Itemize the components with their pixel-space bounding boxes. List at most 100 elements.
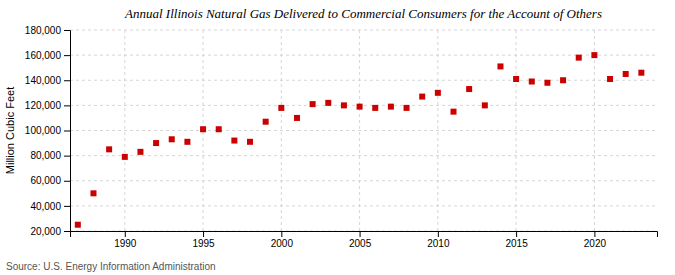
point: [529, 79, 535, 85]
y-tick-mark: [64, 30, 70, 31]
source-note: Source: U.S. Energy Information Administ…: [6, 261, 216, 272]
x-tick: 2005: [349, 231, 372, 249]
y-tick-label: 80,000: [30, 150, 61, 161]
y-tick: 180,000: [25, 25, 70, 36]
point: [263, 119, 269, 125]
point: [231, 138, 237, 144]
y-tick-label: 100,000: [25, 125, 62, 136]
y-tick-mark: [64, 131, 70, 132]
y-tick: 100,000: [25, 125, 70, 136]
point: [216, 126, 222, 132]
x-tick-label: 2000: [271, 238, 294, 249]
point: [153, 140, 159, 146]
y-tick-mark: [64, 231, 70, 232]
point: [90, 190, 96, 196]
point: [576, 55, 582, 61]
point: [451, 109, 457, 115]
point: [75, 222, 81, 228]
y-tick-mark: [64, 181, 70, 182]
x-axis-line: [71, 232, 658, 238]
grid-line-y: [70, 180, 657, 181]
point: [513, 76, 519, 82]
point: [122, 154, 128, 160]
y-tick-mark: [64, 55, 70, 56]
y-axis-title: Million Cubic Feet: [4, 87, 16, 174]
point: [310, 101, 316, 107]
y-tick-label: 140,000: [25, 75, 62, 86]
point: [607, 76, 613, 82]
x-tick-mark: [125, 231, 126, 237]
y-tick-label: 40,000: [30, 201, 61, 212]
y-tick: 80,000: [30, 150, 70, 161]
point: [325, 100, 331, 106]
y-tick-mark: [64, 156, 70, 157]
x-tick-mark: [281, 231, 282, 237]
point: [247, 139, 253, 145]
y-axis-line: [64, 31, 71, 232]
x-tick: 2020: [584, 231, 607, 249]
grid-line-y: [70, 30, 657, 31]
point: [466, 86, 472, 92]
chart: 1990 1995 2000 2005 2010 2015 2020 20,000 40,000…: [0, 0, 675, 275]
point: [435, 90, 441, 96]
point: [638, 70, 644, 76]
y-tick-mark: [64, 206, 70, 207]
grid-line-y: [70, 205, 657, 206]
x-tick-label: 2005: [349, 238, 372, 249]
x-tick-mark: [203, 231, 204, 237]
y-tick: 120,000: [25, 100, 70, 111]
y-axis: 20,000 40,000 60,000 80,000 100,000 120,000 14…: [25, 25, 71, 237]
point: [184, 139, 190, 145]
points: [75, 52, 645, 228]
x-tick-mark: [438, 231, 439, 237]
grid-line-y: [70, 80, 657, 81]
x-tick-mark: [516, 231, 517, 237]
point: [372, 105, 378, 111]
point: [404, 105, 410, 111]
y-tick-label: 60,000: [30, 175, 61, 186]
y-tick: 20,000: [30, 226, 70, 237]
point: [137, 149, 143, 155]
y-tick: 40,000: [30, 201, 70, 212]
x-tick: 2010: [427, 231, 450, 249]
point: [482, 102, 488, 108]
y-tick-label: 20,000: [30, 226, 61, 237]
point: [623, 71, 629, 77]
point: [560, 77, 566, 83]
x-tick-label: 2010: [427, 238, 450, 249]
point: [357, 104, 363, 110]
y-tick-label: 120,000: [25, 100, 62, 111]
y-tick-mark: [64, 80, 70, 81]
x-tick-label: 1990: [114, 238, 137, 249]
point: [169, 136, 175, 142]
point: [591, 52, 597, 58]
y-tick: 160,000: [25, 50, 70, 61]
grid-line-y: [70, 130, 657, 131]
point: [497, 63, 503, 69]
point: [200, 126, 206, 132]
grid-line-y: [70, 105, 657, 106]
y-tick-mark: [64, 105, 70, 106]
point: [294, 115, 300, 121]
point: [419, 94, 425, 100]
grid-line-y: [70, 55, 657, 56]
x-axis: 1990 1995 2000 2005 2010 2015 2020: [71, 231, 658, 249]
x-tick: 2015: [505, 231, 528, 249]
point: [544, 80, 550, 86]
y-tick: 60,000: [30, 175, 70, 186]
x-tick-mark: [360, 231, 361, 237]
x-tick-label: 2015: [505, 238, 528, 249]
point: [106, 146, 112, 152]
point: [341, 102, 347, 108]
x-tick-mark: [594, 231, 595, 237]
point: [388, 104, 394, 110]
x-tick-label: 1995: [192, 238, 215, 249]
y-tick-label: 180,000: [25, 25, 62, 36]
grid: [70, 30, 657, 231]
x-tick: 1995: [192, 231, 215, 249]
plot: 1990 1995 2000 2005 2010 2015 2020 20,000 40,000…: [25, 25, 658, 249]
point: [278, 105, 284, 111]
grid-line-y: [70, 155, 657, 156]
x-tick: 1990: [114, 231, 137, 249]
x-tick-label: 2020: [584, 238, 607, 249]
